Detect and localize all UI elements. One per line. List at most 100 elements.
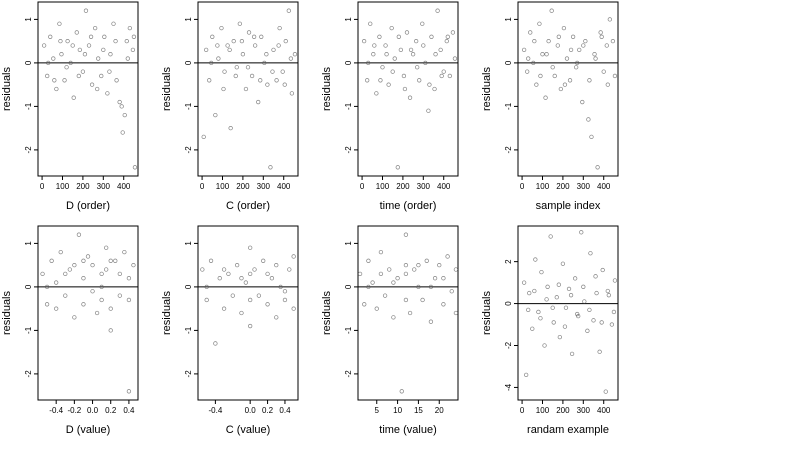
data-point bbox=[389, 25, 394, 31]
data-point bbox=[374, 91, 379, 96]
data-point bbox=[382, 293, 388, 298]
data-point bbox=[94, 310, 100, 316]
data-point bbox=[124, 39, 129, 44]
data-point bbox=[521, 280, 527, 285]
x-tick-label: 0.4 bbox=[123, 406, 135, 415]
data-point bbox=[570, 34, 576, 39]
data-point bbox=[57, 21, 62, 26]
data-point bbox=[282, 297, 288, 303]
y-tick-label: -2 bbox=[24, 146, 33, 154]
data-point bbox=[453, 267, 459, 272]
data-point bbox=[598, 30, 603, 35]
data-point bbox=[108, 306, 113, 311]
data-point bbox=[80, 69, 86, 74]
data-point bbox=[407, 95, 413, 100]
data-point bbox=[246, 30, 252, 35]
data-point bbox=[568, 293, 574, 298]
x-tick-label: 0.0 bbox=[87, 406, 99, 415]
x-tick-label: 300 bbox=[577, 406, 591, 415]
data-point bbox=[92, 25, 98, 31]
data-point bbox=[572, 276, 578, 281]
data-point bbox=[278, 284, 283, 290]
data-point bbox=[130, 47, 136, 52]
data-point bbox=[217, 276, 222, 281]
data-point bbox=[575, 311, 580, 317]
data-point bbox=[415, 65, 420, 70]
y-tick-label: 1 bbox=[24, 17, 33, 22]
data-points bbox=[40, 232, 136, 394]
data-point bbox=[550, 65, 555, 70]
data-point bbox=[132, 165, 138, 170]
data-point bbox=[533, 257, 538, 262]
data-point bbox=[581, 43, 586, 48]
data-point bbox=[610, 39, 616, 44]
y-axis-label: residuals bbox=[481, 66, 493, 111]
data-point bbox=[600, 267, 605, 273]
data-point bbox=[249, 73, 255, 79]
data-point bbox=[566, 286, 572, 292]
residual-panel-6: -0.4 0.0 0.2 0.4 -2 -1 0 1 residuals C (value) bbox=[161, 225, 299, 436]
data-point bbox=[438, 47, 443, 52]
data-point bbox=[54, 86, 59, 92]
data-point bbox=[549, 8, 554, 13]
data-point bbox=[221, 267, 227, 272]
data-point bbox=[378, 249, 384, 255]
data-point bbox=[524, 372, 529, 377]
data-point bbox=[563, 305, 569, 310]
data-point bbox=[51, 56, 56, 61]
data-point bbox=[546, 39, 551, 44]
y-axis-label: residuals bbox=[321, 66, 333, 111]
data-point bbox=[64, 65, 69, 70]
data-point bbox=[383, 43, 388, 48]
data-point bbox=[268, 165, 273, 170]
data-point bbox=[441, 276, 446, 281]
data-point bbox=[526, 56, 531, 61]
data-point bbox=[252, 43, 258, 48]
data-point bbox=[239, 276, 244, 281]
y-tick-label: 0 bbox=[24, 60, 33, 65]
data-point bbox=[105, 91, 110, 96]
data-point bbox=[402, 86, 408, 92]
data-point bbox=[589, 134, 594, 140]
data-point bbox=[72, 263, 77, 268]
data-point bbox=[213, 112, 218, 118]
data-point bbox=[528, 30, 533, 35]
data-point bbox=[237, 21, 242, 26]
data-point bbox=[380, 65, 385, 70]
data-point bbox=[447, 73, 452, 79]
data-point bbox=[65, 39, 70, 44]
data-points bbox=[521, 230, 618, 394]
y-tick-label: -2 bbox=[184, 370, 193, 378]
data-point bbox=[407, 310, 413, 316]
plot-frame bbox=[517, 225, 619, 401]
data-point bbox=[74, 30, 79, 35]
y-tick-label: -1 bbox=[184, 326, 193, 334]
y-axis-label: residuals bbox=[481, 290, 493, 335]
data-point bbox=[239, 39, 245, 44]
data-point bbox=[601, 69, 606, 74]
data-point bbox=[378, 271, 384, 277]
data-point bbox=[562, 324, 568, 329]
data-point bbox=[291, 306, 296, 311]
data-point bbox=[605, 82, 610, 87]
y-tick-label: -1 bbox=[184, 102, 193, 110]
data-point bbox=[378, 78, 383, 83]
data-point bbox=[599, 320, 604, 325]
data-point bbox=[398, 47, 404, 52]
data-point bbox=[46, 60, 51, 66]
data-point bbox=[384, 52, 389, 57]
y-tick-label: 1 bbox=[344, 17, 353, 22]
x-tick-label: 300 bbox=[417, 182, 431, 191]
data-point bbox=[534, 82, 539, 87]
data-point bbox=[542, 343, 547, 348]
data-point bbox=[86, 43, 92, 48]
data-point bbox=[276, 43, 281, 48]
y-tick-label: 1 bbox=[184, 241, 193, 246]
data-point bbox=[282, 289, 288, 294]
data-point bbox=[543, 95, 548, 100]
data-point bbox=[366, 258, 371, 263]
data-point bbox=[399, 389, 404, 394]
data-point bbox=[423, 60, 428, 66]
data-point bbox=[225, 43, 230, 48]
data-point bbox=[234, 65, 239, 70]
